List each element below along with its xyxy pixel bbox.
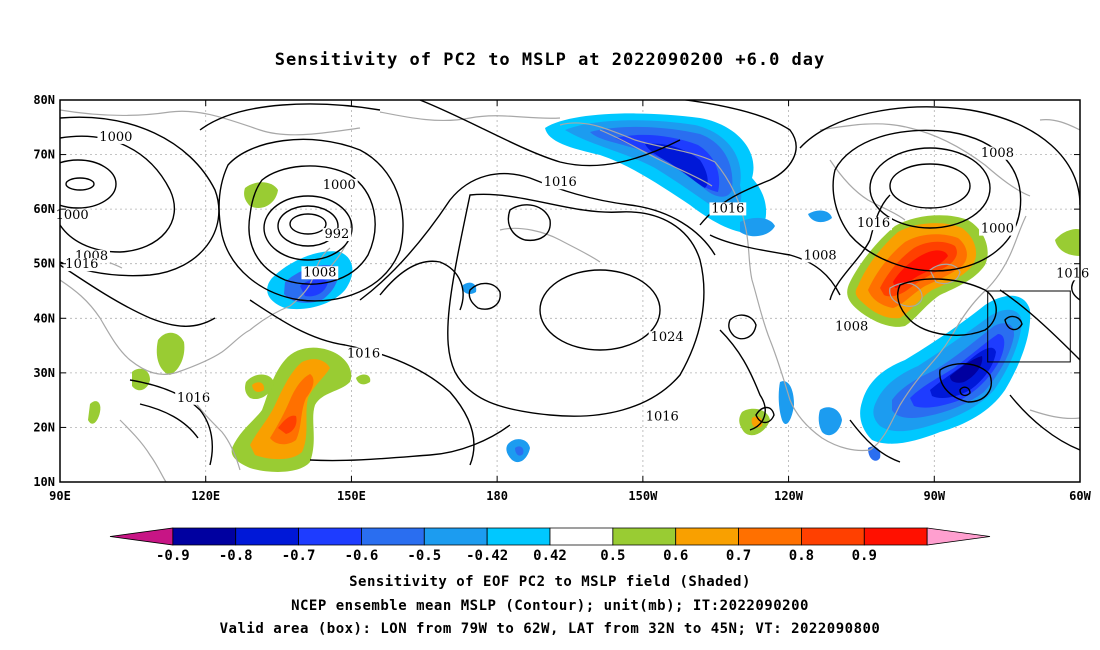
- latitude-axis: 10N 20N 30N 40N 50N 60N 70N 80N: [33, 93, 1080, 489]
- colorbar-swatch: [298, 527, 362, 546]
- colorbar-swatch: [801, 527, 865, 546]
- contour-label-bg: [643, 410, 681, 424]
- contour-label-bg: [979, 222, 1016, 236]
- colorbar-swatch: [549, 527, 614, 546]
- colorbar-swatch: [109, 527, 174, 546]
- colorbar-swatch: [675, 527, 739, 546]
- contour-label: 1016: [544, 175, 577, 190]
- contour-label: 1000: [323, 178, 356, 193]
- colorbar-swatch: [235, 527, 299, 546]
- colorbar-label: -0.42: [466, 548, 508, 564]
- colorbar-label: 0.6: [663, 548, 688, 564]
- caption-contour: NCEP ensemble mean MSLP (Contour); unit(…: [291, 598, 809, 614]
- colorbar-swatch: [423, 527, 488, 546]
- contour-label-bg: [322, 228, 352, 242]
- contour-label: 1016: [646, 409, 679, 424]
- colorbar-swatch: [172, 527, 237, 546]
- longitude-axis: 90E 120E 150E 180 150W 120W 90W 60W: [49, 100, 1092, 503]
- contour-label-bg: [53, 208, 91, 222]
- caption-valid-area: Valid area (box): LON from 79W to 62W, L…: [219, 621, 881, 637]
- lat-label: 10N: [33, 475, 55, 489]
- contour-label: 1000: [981, 222, 1014, 237]
- contour-label-bg: [301, 266, 339, 280]
- colorbar-label: -0.7: [282, 548, 316, 564]
- lat-label: 50N: [33, 257, 55, 271]
- lat-label: 30N: [33, 366, 55, 380]
- contour-label: 1008: [981, 146, 1014, 161]
- lat-label: 60N: [33, 202, 55, 216]
- colorbar-label: 0.8: [789, 548, 814, 564]
- contour-label: 1016: [857, 216, 890, 231]
- contour-label-bg: [63, 258, 101, 272]
- colorbar-label: -0.6: [345, 548, 379, 564]
- contour-label-bg: [979, 146, 1016, 160]
- lat-label: 70N: [33, 148, 55, 162]
- contour-label: 1016: [1056, 266, 1089, 281]
- sensitivity-shading: [88, 113, 1080, 472]
- lon-label: 150W: [628, 489, 658, 503]
- page-title: Sensitivity of PC2 to MSLP at 2022090200…: [274, 50, 826, 70]
- contour-label-bg: [855, 217, 892, 231]
- contour-label-bg: [97, 130, 135, 144]
- contour-label-bg: [345, 347, 382, 361]
- map-frame: [59, 99, 1081, 483]
- colorbar-swatch: [486, 527, 551, 546]
- lat-label: 20N: [33, 420, 55, 434]
- contour-label-bg: [320, 178, 358, 192]
- contour-label-bg: [648, 331, 686, 345]
- colorbar-swatch: [926, 527, 991, 546]
- contour-label: 1008: [804, 248, 837, 263]
- contour-label: 1016: [711, 201, 744, 216]
- colorbar-label: 0.5: [600, 548, 625, 564]
- contour-label: 1016: [177, 391, 210, 406]
- gridlines: [60, 100, 1080, 482]
- lat-label: 40N: [33, 311, 55, 325]
- mslp-contours: [60, 100, 1080, 466]
- colorbar-swatch: [738, 527, 802, 546]
- valid-area-box: [987, 290, 1071, 363]
- colorbar-swatch: [361, 527, 425, 546]
- colorbar-label: 0.7: [726, 548, 751, 564]
- lon-label: 90E: [49, 489, 71, 503]
- lon-label: 150E: [337, 489, 366, 503]
- colorbar-swatch: [612, 527, 677, 546]
- lon-label: 120E: [191, 489, 220, 503]
- colorbar-swatch: [863, 527, 928, 546]
- contour-label: 1008: [303, 265, 336, 280]
- contour-labels: 1000 1000 1008 1016 1000 992 1008 1016 1016 1016 1…: [53, 130, 1092, 424]
- contour-label-bg: [833, 320, 871, 334]
- contour-label-bg: [541, 176, 579, 190]
- contour-label: 992: [324, 227, 349, 242]
- colorbar-label: -0.8: [219, 548, 253, 564]
- lon-label: 180: [486, 489, 508, 503]
- contour-label: 1024: [651, 330, 684, 345]
- contour-label: 1016: [65, 257, 98, 272]
- contour-label: 1016: [347, 347, 380, 362]
- lon-label: 120W: [774, 489, 804, 503]
- contour-label-bg: [709, 202, 747, 216]
- contour-label-bg: [175, 391, 212, 405]
- contour-label-bg: [801, 249, 839, 263]
- lon-label: 60W: [1069, 489, 1091, 503]
- contour-label: 1000: [99, 130, 132, 145]
- lon-label: 90W: [923, 489, 945, 503]
- colorbar-label: 0.9: [852, 548, 877, 564]
- caption-shaded: Sensitivity of EOF PC2 to MSLP field (Sh…: [349, 574, 751, 590]
- colorbar: -0.9 -0.8 -0.7 -0.6 -0.5 -0.42 0.42 0.5 0.6 0.7 0.…: [109, 527, 991, 564]
- contour-label: 1000: [56, 208, 89, 223]
- colorbar-label: 0.42: [533, 548, 567, 564]
- colorbar-label: -0.5: [407, 548, 441, 564]
- colorbar-label: -0.9: [156, 548, 190, 564]
- contour-label: 1008: [835, 319, 868, 334]
- lat-label: 80N: [33, 93, 55, 107]
- contour-label-bg: [1054, 267, 1092, 281]
